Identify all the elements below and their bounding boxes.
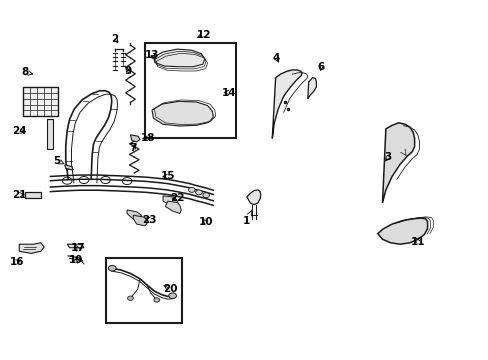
Polygon shape	[272, 70, 302, 138]
Polygon shape	[127, 210, 141, 220]
Polygon shape	[152, 101, 213, 126]
Text: 9: 9	[125, 66, 132, 76]
Circle shape	[195, 190, 202, 195]
Text: 15: 15	[160, 171, 175, 181]
Text: 23: 23	[142, 215, 157, 225]
Text: 24: 24	[12, 126, 26, 136]
Bar	[105, 258, 182, 323]
Text: 14: 14	[222, 87, 236, 98]
Bar	[23, 86, 58, 117]
Circle shape	[108, 265, 116, 271]
Text: 3: 3	[384, 152, 391, 162]
Polygon shape	[25, 192, 41, 198]
Text: 5: 5	[53, 156, 64, 166]
Circle shape	[127, 296, 133, 300]
Circle shape	[203, 193, 209, 198]
Text: 19: 19	[68, 256, 83, 265]
Polygon shape	[165, 201, 181, 213]
Polygon shape	[133, 215, 148, 226]
Text: 1: 1	[243, 210, 251, 226]
Polygon shape	[46, 119, 53, 149]
Text: 8: 8	[21, 67, 33, 77]
Polygon shape	[153, 49, 204, 67]
Text: 11: 11	[410, 237, 425, 247]
Text: 12: 12	[196, 30, 211, 40]
Text: 17: 17	[70, 243, 85, 253]
Text: 20: 20	[163, 284, 177, 294]
Text: 18: 18	[140, 133, 155, 143]
Circle shape	[188, 188, 195, 192]
Text: 7: 7	[129, 143, 137, 153]
Text: 6: 6	[317, 62, 324, 72]
Polygon shape	[67, 244, 84, 248]
Polygon shape	[19, 243, 44, 253]
Polygon shape	[307, 78, 316, 99]
Polygon shape	[246, 190, 260, 205]
Circle shape	[154, 298, 160, 302]
Polygon shape	[130, 135, 140, 142]
Polygon shape	[163, 196, 178, 207]
Bar	[145, 43, 236, 138]
Text: 13: 13	[145, 50, 160, 60]
Circle shape	[168, 293, 176, 298]
Text: 2: 2	[111, 34, 119, 44]
Polygon shape	[64, 165, 73, 170]
Text: 4: 4	[272, 53, 280, 63]
Text: 22: 22	[170, 193, 184, 203]
Text: 21: 21	[12, 190, 26, 200]
Text: 10: 10	[199, 217, 213, 227]
Text: 16: 16	[10, 257, 24, 267]
Polygon shape	[151, 55, 156, 58]
Polygon shape	[377, 218, 427, 244]
Polygon shape	[382, 123, 414, 203]
